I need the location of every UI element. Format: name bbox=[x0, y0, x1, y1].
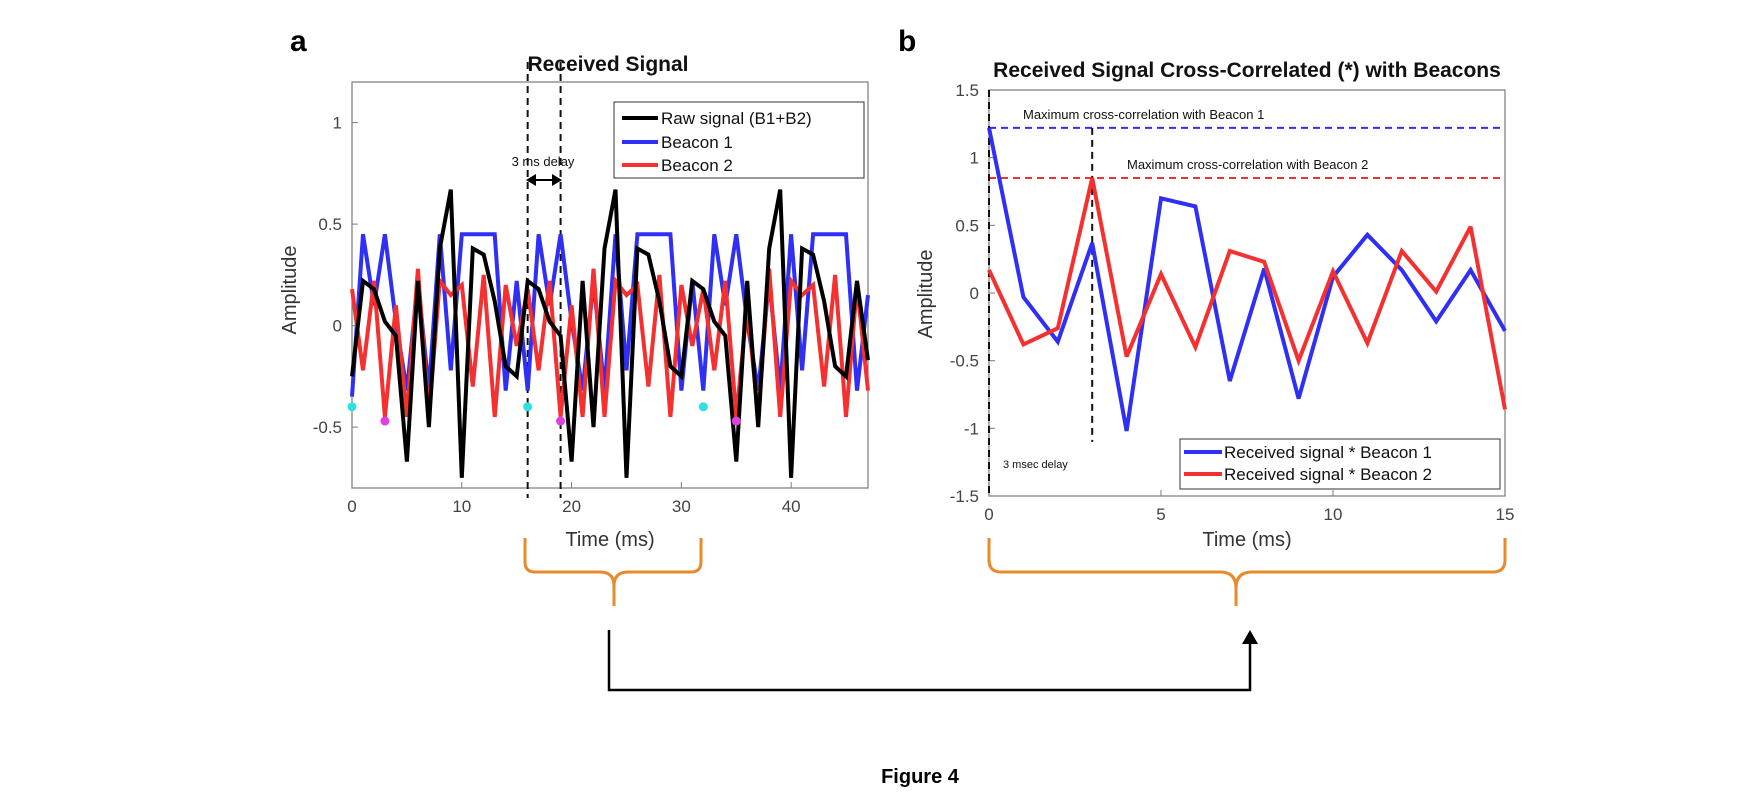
chart-a-ytick-label: 0.5 bbox=[318, 215, 342, 234]
chart-b-ticks: 0 5 10 15 -1.5 -1 -0.5 0 0.5 1 1.5 bbox=[950, 81, 1515, 524]
chart-a-xtick-label: 20 bbox=[562, 497, 581, 516]
chart-b-ytick-label: -1 bbox=[964, 419, 979, 438]
chart-b-ytick-label: 1 bbox=[970, 149, 979, 168]
chart-b-xlabel: Time (ms) bbox=[1202, 529, 1291, 551]
brace-panel-a bbox=[523, 538, 703, 606]
legend-b-label-beacon2: Received signal * Beacon 2 bbox=[1224, 465, 1432, 484]
chart-b-xtick-label: 15 bbox=[1496, 505, 1515, 524]
brace-panel-b bbox=[987, 538, 1507, 606]
connecting-arrow bbox=[607, 630, 1252, 692]
chart-b-ytick-label: 0.5 bbox=[955, 216, 979, 235]
chart-a-xtick-label: 30 bbox=[672, 497, 691, 516]
chart-a-xtick-label: 0 bbox=[347, 497, 356, 516]
legend-a-label-beacon1: Beacon 1 bbox=[661, 133, 733, 152]
chart-b-ytick-label: 0 bbox=[970, 284, 979, 303]
chart-a-series bbox=[350, 189, 870, 478]
chart-a-ticks: 0 10 20 30 40 -0.5 0 0.5 1 bbox=[313, 114, 801, 516]
chart-b-max-lines bbox=[989, 126, 1505, 179]
chart-b-series-beacon2 bbox=[987, 177, 1507, 410]
panel-letter-a: a bbox=[290, 25, 307, 58]
chart-a-marker-beacon1_marker bbox=[523, 402, 533, 412]
chart-b-xtick-label: 5 bbox=[1156, 505, 1165, 524]
chart-a-marker-beacon1_marker bbox=[347, 402, 357, 412]
chart-a-ytick-label: 1 bbox=[333, 114, 342, 133]
chart-a-delay-annotation: 3 ms delay bbox=[512, 154, 575, 186]
connecting-arrowhead bbox=[1242, 630, 1258, 644]
chart-a-ylabel: Amplitude bbox=[279, 246, 301, 335]
chart-b-title: Received Signal Cross-Correlated (*) wit… bbox=[993, 59, 1501, 82]
chart-a-marker-beacon2_marker bbox=[556, 416, 566, 426]
chart-b-ytick-label: -1.5 bbox=[950, 487, 979, 506]
chart-b-legend-box bbox=[1179, 438, 1501, 490]
chart-b-max2-label: Maximum cross-correlation with Beacon 2 bbox=[1127, 157, 1368, 172]
figure-caption: Figure 4 bbox=[881, 766, 960, 788]
chart-b-xtick-label: 10 bbox=[1324, 505, 1343, 524]
chart-a-series-raw bbox=[350, 189, 870, 478]
chart-a-marker-beacon1_marker bbox=[698, 402, 708, 412]
chart-a-delay-arrowhead-left bbox=[526, 174, 536, 186]
chart-b-ytick-label: 1.5 bbox=[955, 81, 979, 100]
legend-a-label-raw: Raw signal (B1+B2) bbox=[661, 109, 812, 128]
chart-b-series bbox=[987, 127, 1507, 432]
chart-a-title: Received Signal bbox=[527, 53, 688, 76]
chart-a-xtick-label: 10 bbox=[452, 497, 471, 516]
chart-a-delay-arrowhead-right bbox=[552, 174, 562, 186]
chart-b-xtick-label: 0 bbox=[984, 505, 993, 524]
chart-a-ytick-label: 0 bbox=[333, 317, 342, 336]
chart-a-markers bbox=[347, 402, 741, 426]
panel-letter-b: b bbox=[898, 25, 916, 58]
chart-a-plot-area bbox=[351, 81, 869, 489]
chart-a-xlabel: Time (ms) bbox=[565, 529, 654, 551]
chart-b-delay-label: 3 msec delay bbox=[1003, 459, 1068, 471]
chart-a-xtick-label: 40 bbox=[782, 497, 801, 516]
chart-b-max1-label: Maximum cross-correlation with Beacon 1 bbox=[1023, 107, 1264, 122]
chart-a-marker-beacon2_marker bbox=[380, 416, 390, 426]
chart-b-ytick-label: -0.5 bbox=[950, 352, 979, 371]
chart-b-series-beacon1 bbox=[987, 127, 1507, 432]
chart-a-legend: Raw signal (B1+B2) Beacon 1 Beacon 2 bbox=[613, 101, 865, 179]
chart-a-marker-beacon2_marker bbox=[731, 416, 741, 426]
chart-a-delay-label: 3 ms delay bbox=[512, 154, 575, 169]
chart-b-legend: Received signal * Beacon 1 Received sign… bbox=[1179, 438, 1501, 490]
chart-b-ylabel: Amplitude bbox=[915, 250, 937, 339]
chart-a-ytick-label: -0.5 bbox=[313, 418, 342, 437]
legend-b-label-beacon1: Received signal * Beacon 1 bbox=[1224, 443, 1432, 462]
legend-a-label-beacon2: Beacon 2 bbox=[661, 156, 733, 175]
